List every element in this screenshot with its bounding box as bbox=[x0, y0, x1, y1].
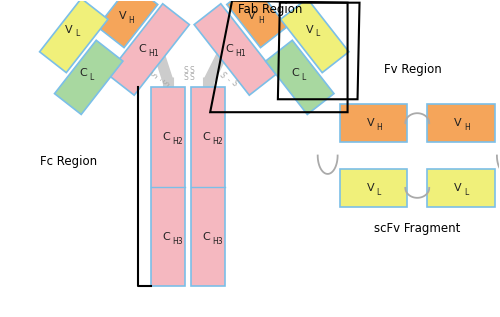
Text: L: L bbox=[376, 188, 380, 197]
Text: -: - bbox=[157, 75, 166, 83]
Text: H: H bbox=[464, 123, 470, 132]
Bar bbox=[280, 0, 349, 73]
Text: C: C bbox=[202, 132, 210, 142]
Text: C: C bbox=[225, 44, 233, 55]
Text: H: H bbox=[258, 16, 264, 24]
Text: -: - bbox=[224, 75, 232, 83]
Bar bbox=[227, 0, 287, 48]
Text: S: S bbox=[184, 66, 188, 75]
Bar bbox=[98, 0, 158, 48]
Text: scFv Fragment: scFv Fragment bbox=[374, 222, 460, 235]
Text: H: H bbox=[128, 16, 134, 24]
Text: S: S bbox=[150, 71, 160, 80]
Bar bbox=[194, 4, 276, 95]
Text: V: V bbox=[366, 183, 374, 193]
Text: C: C bbox=[80, 68, 88, 78]
Text: C: C bbox=[162, 232, 170, 242]
Text: S: S bbox=[190, 66, 194, 75]
Text: C: C bbox=[202, 232, 210, 242]
Text: S: S bbox=[217, 71, 227, 80]
Text: S: S bbox=[184, 73, 188, 82]
Text: C: C bbox=[291, 68, 298, 78]
Text: Fab Region: Fab Region bbox=[238, 3, 302, 16]
Text: H1: H1 bbox=[235, 49, 246, 58]
Bar bbox=[152, 87, 186, 287]
Text: L: L bbox=[316, 29, 320, 38]
Bar bbox=[40, 0, 108, 73]
Text: L: L bbox=[301, 73, 305, 82]
Text: H2: H2 bbox=[172, 137, 183, 146]
Bar bbox=[54, 40, 123, 114]
Text: H2: H2 bbox=[212, 137, 223, 146]
Text: H3: H3 bbox=[172, 236, 183, 246]
Text: H1: H1 bbox=[148, 49, 159, 58]
Text: L: L bbox=[90, 73, 94, 82]
Text: S: S bbox=[190, 73, 194, 82]
Text: L: L bbox=[464, 188, 468, 197]
Text: V: V bbox=[248, 11, 256, 21]
Text: C: C bbox=[162, 132, 170, 142]
Bar bbox=[427, 169, 495, 207]
Text: V: V bbox=[65, 24, 72, 35]
Text: Fv Region: Fv Region bbox=[384, 63, 442, 76]
Bar bbox=[192, 87, 225, 287]
Text: V: V bbox=[118, 11, 126, 21]
Bar bbox=[427, 104, 495, 142]
Text: V: V bbox=[306, 24, 314, 35]
Text: H3: H3 bbox=[212, 236, 223, 246]
Text: L: L bbox=[75, 29, 79, 38]
Text: H: H bbox=[376, 123, 382, 132]
Text: S: S bbox=[162, 79, 172, 88]
Text: V: V bbox=[454, 183, 462, 193]
Text: C: C bbox=[138, 44, 146, 55]
Text: V: V bbox=[366, 118, 374, 128]
Bar bbox=[340, 169, 407, 207]
Text: V: V bbox=[454, 118, 462, 128]
Bar bbox=[340, 104, 407, 142]
Text: S: S bbox=[229, 79, 239, 88]
Text: Fc Region: Fc Region bbox=[40, 155, 98, 168]
Bar bbox=[108, 4, 190, 95]
Bar bbox=[266, 40, 334, 114]
